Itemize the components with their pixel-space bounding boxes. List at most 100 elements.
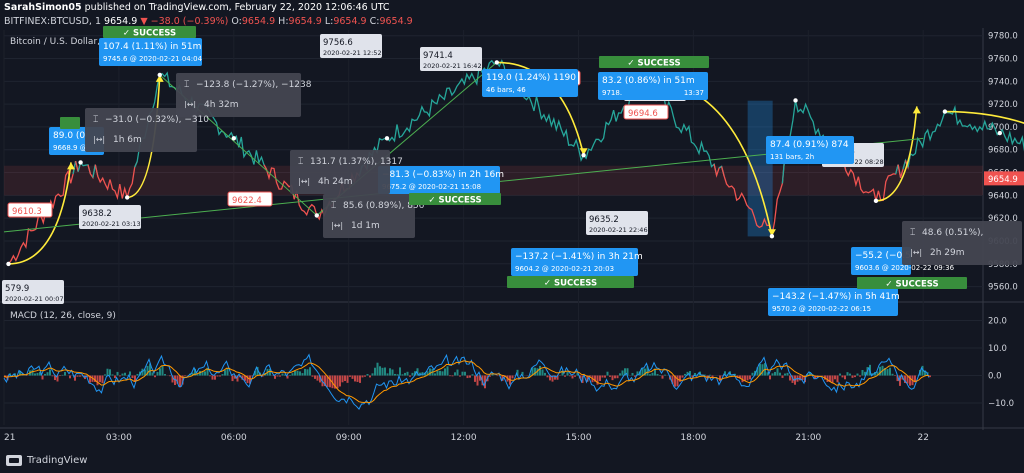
pivot-dot bbox=[384, 136, 390, 141]
macd-histogram-bar bbox=[14, 373, 16, 376]
macd-histogram-bar bbox=[724, 371, 726, 376]
macd-histogram-bar bbox=[806, 374, 809, 376]
macd-histogram-bar bbox=[531, 367, 534, 376]
macd-histogram-bar bbox=[291, 373, 294, 376]
macd-histogram-bar bbox=[114, 375, 116, 379]
success-badge-text: ✓ SUCCESS bbox=[544, 279, 597, 289]
range-label-sub: 2h 29m bbox=[930, 248, 965, 258]
macd-histogram-bar bbox=[329, 375, 331, 388]
macd-histogram-bar bbox=[429, 368, 431, 376]
measure-label-text: −55.2 (−0.5 bbox=[855, 251, 911, 261]
macd-histogram-bar bbox=[134, 375, 136, 383]
macd-histogram-bar bbox=[261, 375, 264, 377]
range-label-text: 48.6 (0.51%), bbox=[922, 228, 983, 238]
time-tick-label: 12:00 bbox=[451, 433, 477, 443]
footer-brand[interactable]: TradingView bbox=[27, 455, 88, 466]
macd-histogram-bar bbox=[349, 375, 351, 377]
macd-histogram-bar bbox=[179, 375, 181, 388]
macd-histogram-bar bbox=[121, 373, 124, 376]
time-tick-label: 22 bbox=[917, 433, 928, 443]
macd-histogram-bar bbox=[684, 373, 686, 376]
macd-histogram-bar bbox=[789, 375, 791, 381]
macd-histogram-bar bbox=[521, 371, 524, 376]
macd-histogram-bar bbox=[921, 365, 924, 376]
macd-histogram-bar bbox=[589, 375, 591, 377]
macd-histogram-bar bbox=[841, 375, 844, 378]
macd-histogram-bar bbox=[719, 375, 721, 381]
macd-histogram-bar bbox=[631, 372, 634, 376]
macd-histogram-bar bbox=[636, 371, 639, 376]
macd-histogram-bar bbox=[556, 375, 559, 380]
macd-histogram-bar bbox=[814, 375, 816, 379]
range-icon: ⌶ bbox=[910, 228, 915, 238]
measure-label-sub: 46 bars, 46 bbox=[486, 86, 526, 94]
macd-histogram-bar bbox=[204, 371, 206, 376]
macd-histogram-bar bbox=[909, 375, 911, 386]
macd-histogram-bar bbox=[391, 369, 394, 376]
macd-histogram-bar bbox=[344, 375, 346, 382]
macd-histogram-bar bbox=[111, 374, 114, 376]
macd-histogram-bar bbox=[316, 375, 319, 381]
measure-label-sub: 9603.6 @ 2020-02-22 09:36 bbox=[855, 264, 955, 272]
macd-histogram-bar bbox=[751, 372, 754, 376]
macd-histogram-bar bbox=[194, 368, 196, 376]
macd-histogram-bar bbox=[74, 375, 76, 381]
price-label-text: 9610.3 bbox=[12, 207, 42, 217]
price-change: −38.0 (−0.39%) bbox=[150, 16, 229, 27]
macd-histogram-bar bbox=[859, 375, 861, 377]
macd-histogram-bar bbox=[406, 371, 409, 376]
macd-histogram-bar bbox=[784, 373, 786, 376]
macd-histogram-bar bbox=[586, 375, 589, 382]
macd-histogram-bar bbox=[594, 375, 596, 382]
swing-arc bbox=[127, 74, 161, 199]
measure-label-text: 89.0 (0 bbox=[53, 131, 85, 141]
macd-histogram-bar bbox=[511, 375, 514, 379]
macd-histogram-bar bbox=[234, 375, 236, 379]
measure-label-text: −137.2 (−1.41%) in 3h 21m bbox=[515, 252, 643, 262]
range-label-text: −31.0 (−0.32%), −310 bbox=[105, 115, 209, 125]
macd-histogram-bar bbox=[874, 371, 876, 376]
duration-icon: |↔| bbox=[910, 248, 922, 257]
measure-label-sub: 13:37 bbox=[684, 89, 704, 97]
macd-histogram-bar bbox=[104, 374, 106, 376]
macd-histogram-bar bbox=[896, 375, 899, 382]
macd-histogram-bar bbox=[771, 373, 774, 376]
measure-label-box bbox=[766, 136, 854, 164]
macd-histogram-bar bbox=[611, 375, 614, 381]
macd-histogram-bar bbox=[144, 369, 146, 376]
macd-histogram-bar bbox=[304, 368, 306, 376]
macd-histogram-bar bbox=[566, 372, 569, 376]
macd-histogram-bar bbox=[914, 375, 916, 383]
macd-histogram-bar bbox=[369, 375, 371, 378]
macd-histogram-bar bbox=[501, 375, 504, 381]
macd-histogram-bar bbox=[326, 375, 329, 387]
macd-histogram-bar bbox=[851, 375, 854, 378]
success-badge-text: ✓ SUCCESS bbox=[428, 196, 481, 206]
price-tick-label: 9680.0 bbox=[988, 146, 1018, 156]
range-label-box bbox=[902, 221, 1022, 265]
measure-label-box bbox=[99, 38, 202, 66]
macd-histogram-bar bbox=[476, 375, 479, 386]
macd-histogram-bar bbox=[36, 372, 39, 376]
macd-histogram-bar bbox=[281, 373, 284, 376]
macd-histogram-bar bbox=[356, 375, 359, 382]
macd-histogram-bar bbox=[399, 367, 401, 376]
low-value: 9654.9 bbox=[333, 16, 367, 27]
macd-histogram-bar bbox=[401, 374, 404, 376]
macd-histogram-bar bbox=[119, 375, 121, 377]
macd-histogram-bar bbox=[86, 375, 89, 378]
macd-histogram-bar bbox=[826, 375, 829, 382]
macd-histogram-bar bbox=[81, 375, 84, 377]
macd-histogram-bar bbox=[176, 375, 179, 384]
publisher-name[interactable]: SarahSimon05 bbox=[4, 2, 82, 13]
macd-histogram-bar bbox=[244, 375, 246, 381]
down-arrow-icon: ▼ bbox=[140, 16, 148, 27]
current-price-text: 9654.9 bbox=[988, 175, 1018, 185]
macd-histogram-bar bbox=[301, 373, 304, 376]
macd-histogram-bar bbox=[334, 375, 336, 389]
ohlc-line: BITFINEX:BTCUSD, 1 9654.9 ▼ −38.0 (−0.39… bbox=[4, 16, 413, 27]
macd-histogram-bar bbox=[634, 375, 636, 377]
macd-histogram-bar bbox=[169, 375, 171, 377]
macd-histogram-bar bbox=[41, 375, 44, 380]
